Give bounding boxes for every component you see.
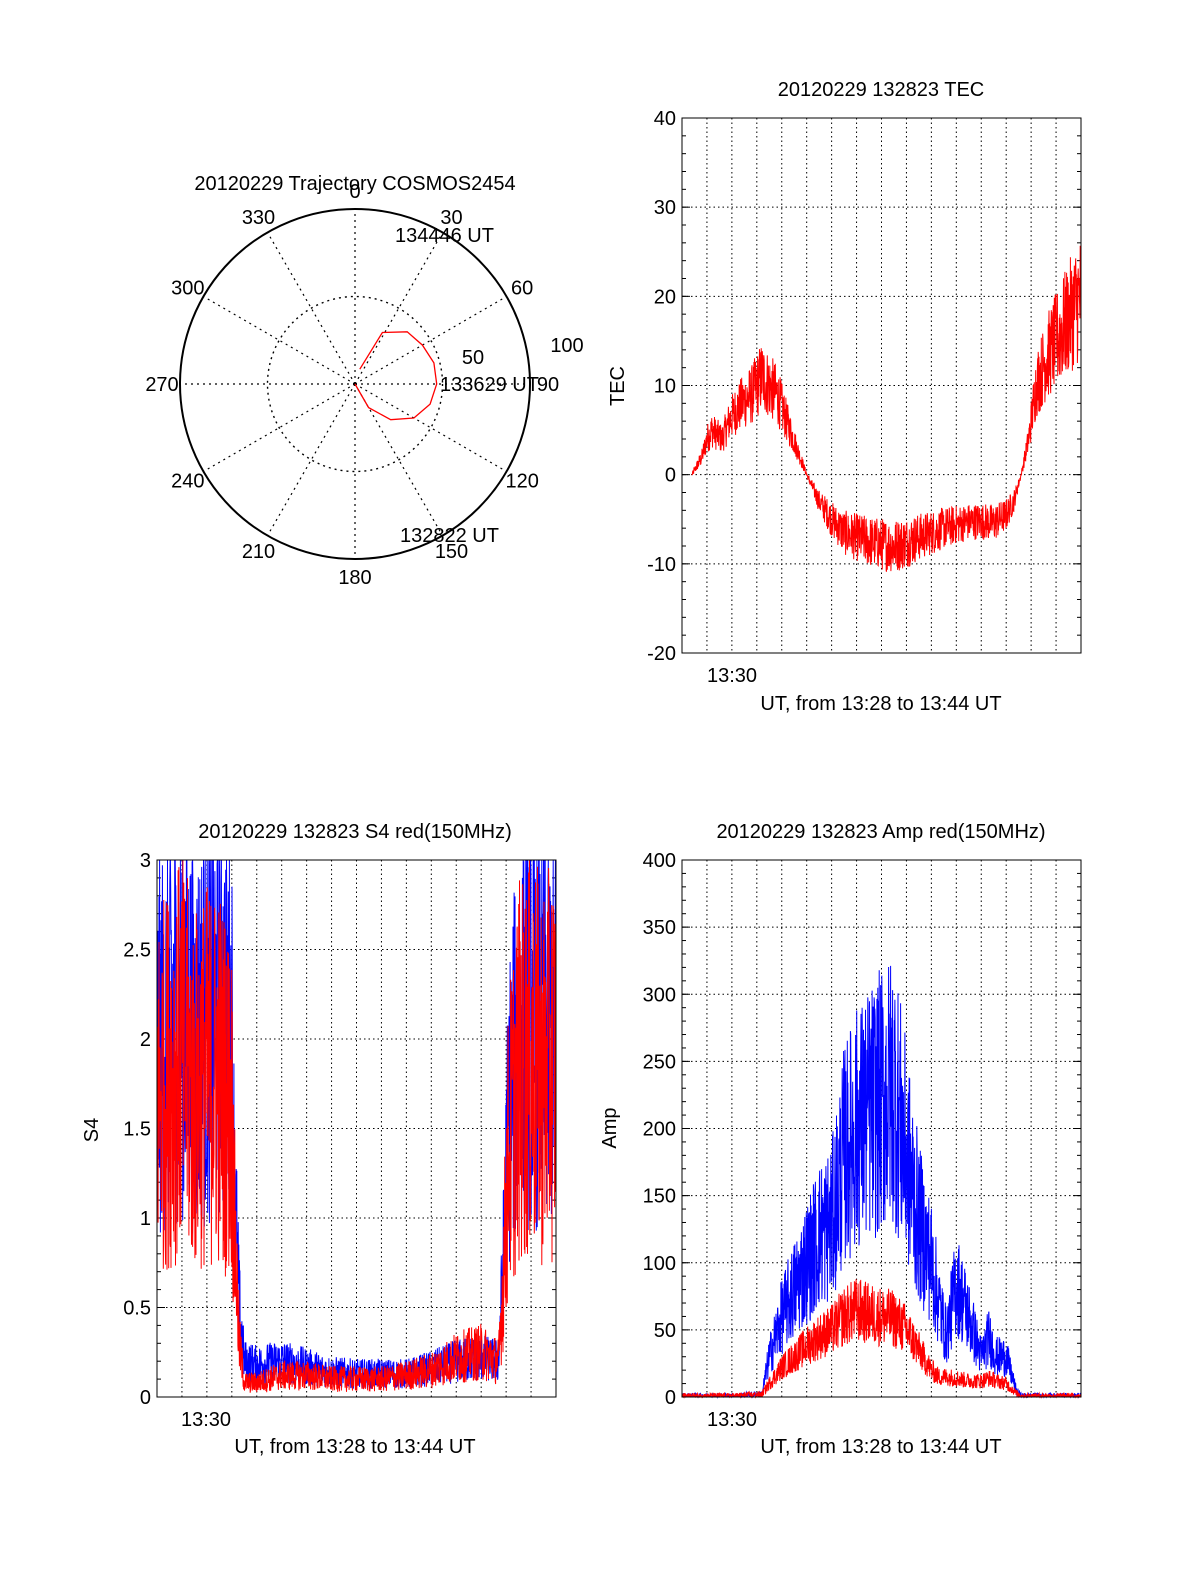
amp-plot-frame bbox=[681, 859, 1082, 1398]
amp-series-blue bbox=[681, 965, 1082, 1399]
polar-azimuth-label: 150 bbox=[435, 541, 468, 563]
tec-series-red bbox=[691, 245, 1082, 572]
amp-y-axis-label: Amp bbox=[599, 1107, 621, 1148]
tec-y-tick-label: -10 bbox=[647, 554, 676, 576]
s4-y-tick-label: 1.5 bbox=[123, 1119, 151, 1141]
polar-grid-spoke bbox=[354, 383, 507, 473]
amp-y-tick-label: 200 bbox=[643, 1119, 676, 1141]
tec-y-tick-label: 10 bbox=[654, 376, 676, 398]
tec-y-tick-label: 40 bbox=[654, 108, 676, 130]
polar-grid-spoke bbox=[266, 383, 356, 536]
s4-y-tick-label: 2.5 bbox=[123, 940, 151, 962]
polar-title: 20120229 Trajectory COSMOS2454 bbox=[194, 173, 515, 195]
polar-grid bbox=[180, 209, 530, 559]
polar-azimuth-label: 300 bbox=[171, 278, 204, 300]
polar-azimuth-label: 240 bbox=[171, 471, 204, 493]
tec-y-tick-label: 0 bbox=[665, 465, 676, 487]
tec-grid bbox=[682, 117, 1081, 654]
polar-grid-spoke bbox=[354, 383, 444, 536]
polar-azimuth-label: 90 bbox=[537, 374, 559, 396]
tec-title: 20120229 132823 TEC bbox=[778, 79, 984, 101]
polar-azimuth-labels: 0 30 60 90 120 150 180 210 240 270 300 330 bbox=[145, 181, 559, 589]
polar-azimuth-label: 120 bbox=[505, 471, 538, 493]
polar-panel: 20120229 Trajectory COSMOS2454 0 30 60 90 12… bbox=[145, 173, 583, 589]
polar-radial-label-50: 50 bbox=[462, 347, 484, 369]
polar-azimuth-label: 60 bbox=[511, 278, 533, 300]
polar-azimuth-label: 270 bbox=[145, 374, 178, 396]
amp-series-red bbox=[681, 1279, 1082, 1399]
polar-grid-spoke bbox=[354, 232, 444, 385]
s4-series bbox=[156, 859, 557, 1393]
amp-y-tick-label: 300 bbox=[643, 984, 676, 1006]
s4-plot-frame bbox=[156, 859, 557, 1398]
amp-x-tick-label: 13:30 bbox=[707, 1409, 757, 1431]
amp-y-tick-label: 400 bbox=[643, 850, 676, 872]
amp-y-tick-label: 250 bbox=[643, 1051, 676, 1073]
amp-y-tick-label: 0 bbox=[665, 1387, 676, 1409]
tec-y-tick-labels: -20 -10 0 10 20 30 40 bbox=[647, 108, 676, 665]
s4-series-red bbox=[156, 859, 557, 1393]
tec-y-tick-label: 20 bbox=[654, 286, 676, 308]
amp-y-tick-label: 150 bbox=[643, 1186, 676, 1208]
tec-x-axis-label: UT, from 13:28 to 13:44 UT bbox=[760, 693, 1001, 715]
polar-annotation-end: 134446 UT bbox=[395, 225, 494, 247]
amp-title: 20120229 132823 Amp red(150MHz) bbox=[716, 821, 1045, 843]
polar-radial-label-100: 100 bbox=[550, 335, 583, 357]
amp-y-tick-labels: 0 50 100 150 200 250 300 350 400 bbox=[643, 850, 676, 1409]
polar-azimuth-label: 330 bbox=[242, 207, 275, 229]
polar-azimuth-label: 30 bbox=[440, 207, 462, 229]
s4-y-tick-labels: 0 0.5 1 1.5 2 2.5 3 bbox=[123, 850, 151, 1409]
s4-y-tick-label: 1 bbox=[140, 1208, 151, 1230]
polar-azimuth-label: 0 bbox=[349, 181, 360, 203]
tec-panel: 20120229 132823 TEC -20 -10 0 10 20 30 40 13:3… bbox=[607, 79, 1082, 715]
polar-trajectory-line bbox=[354, 331, 438, 421]
polar-annotation-mid: 133629 UT bbox=[440, 374, 539, 396]
polar-outer-circle bbox=[179, 208, 531, 560]
s4-panel: 20120229 132823 S4 red(150MHz) 0 0.5 1 1.5 2… bbox=[81, 821, 557, 1458]
amp-panel: 20120229 132823 Amp red(150MHz) 0 50 100 15… bbox=[599, 821, 1082, 1458]
tec-plot-frame bbox=[681, 117, 1082, 654]
tec-x-tick-label: 13:30 bbox=[707, 665, 757, 687]
amp-x-axis-label: UT, from 13:28 to 13:44 UT bbox=[760, 1436, 1001, 1458]
s4-y-tick-label: 3 bbox=[140, 850, 151, 872]
polar-grid-circle-50 bbox=[266, 295, 444, 473]
s4-y-tick-label: 0.5 bbox=[123, 1298, 151, 1320]
amp-series bbox=[681, 965, 1082, 1399]
polar-grid-spoke bbox=[203, 295, 356, 385]
s4-y-tick-label: 2 bbox=[140, 1029, 151, 1051]
s4-y-axis-label: S4 bbox=[81, 1118, 103, 1142]
tec-y-axis-label: TEC bbox=[607, 366, 629, 406]
s4-title: 20120229 132823 S4 red(150MHz) bbox=[198, 821, 512, 843]
polar-grid-spoke bbox=[203, 383, 356, 473]
tec-series bbox=[691, 245, 1082, 572]
tec-y-tick-label: -20 bbox=[647, 643, 676, 665]
tec-y-tick-label: 30 bbox=[654, 197, 676, 219]
polar-grid-spoke bbox=[354, 295, 507, 385]
amp-y-tick-label: 100 bbox=[643, 1253, 676, 1275]
amp-y-tick-label: 50 bbox=[654, 1320, 676, 1342]
polar-azimuth-label: 180 bbox=[338, 567, 371, 589]
s4-y-tick-label: 0 bbox=[140, 1387, 151, 1409]
polar-annotation-start: 132822 UT bbox=[400, 525, 499, 547]
polar-azimuth-label: 210 bbox=[242, 541, 275, 563]
amp-y-tick-label: 350 bbox=[643, 917, 676, 939]
s4-x-tick-label: 13:30 bbox=[181, 1409, 231, 1431]
polar-grid-spoke bbox=[266, 232, 356, 385]
s4-x-axis-label: UT, from 13:28 to 13:44 UT bbox=[234, 1436, 475, 1458]
